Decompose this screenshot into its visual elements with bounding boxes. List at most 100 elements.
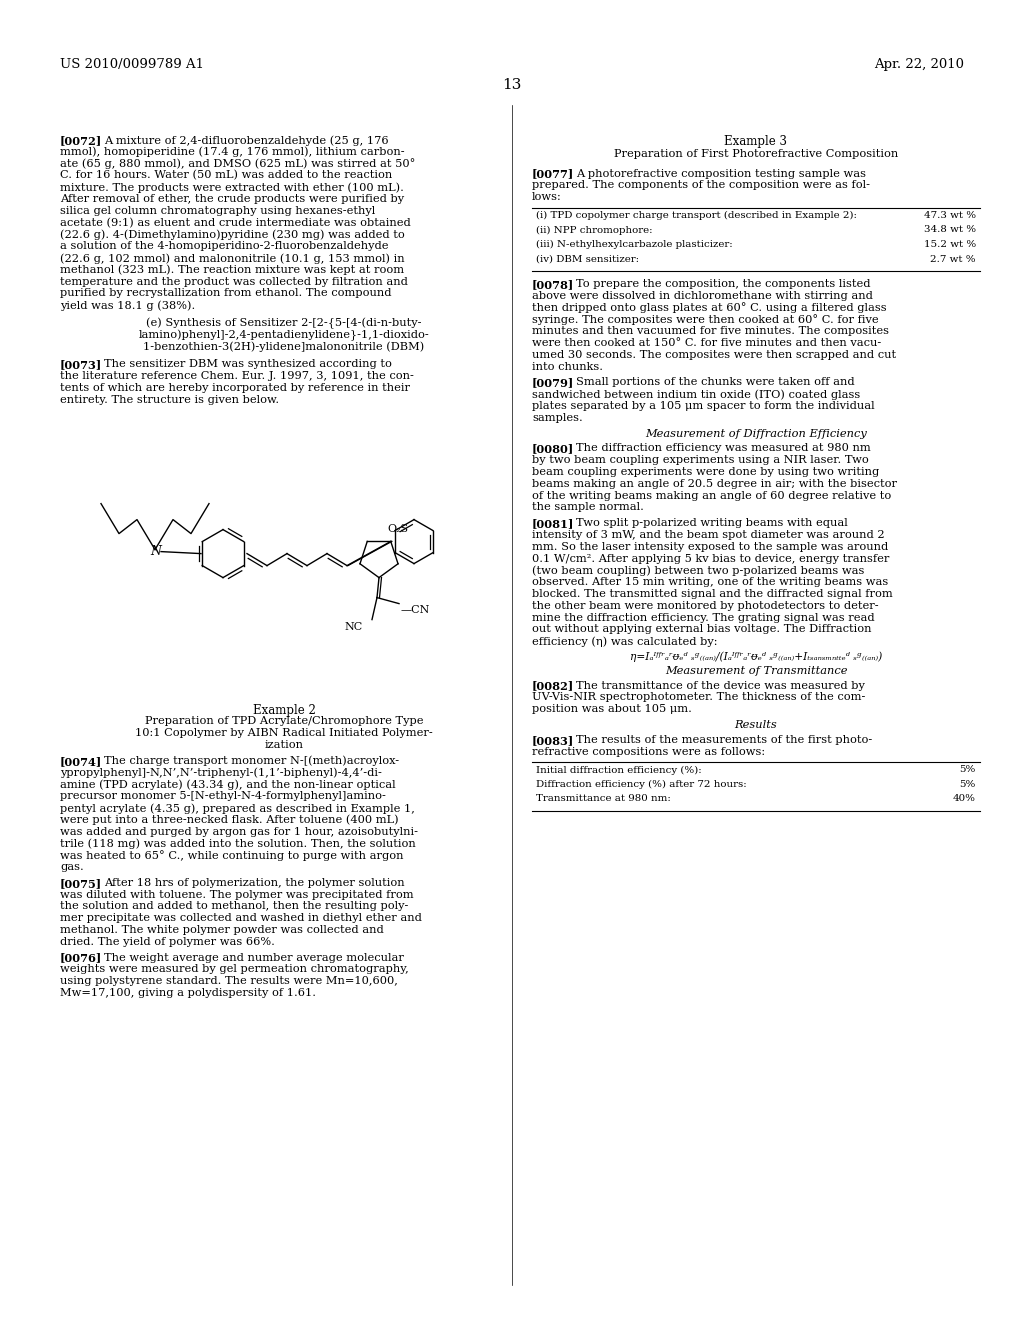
Text: [0075]: [0075] — [60, 878, 102, 888]
Text: 47.3 wt %: 47.3 wt % — [924, 211, 976, 220]
Text: Diffraction efficiency (%) after 72 hours:: Diffraction efficiency (%) after 72 hour… — [536, 780, 746, 789]
Text: [0082]: [0082] — [532, 681, 574, 692]
Text: [0073]: [0073] — [60, 359, 102, 371]
Text: [0078]: [0078] — [532, 279, 574, 290]
Text: [0083]: [0083] — [532, 735, 574, 746]
Text: O₂S: O₂S — [387, 524, 409, 533]
Text: C. for 16 hours. Water (50 mL) was added to the reaction: C. for 16 hours. Water (50 mL) was added… — [60, 170, 392, 181]
Text: Measurement of Transmittance: Measurement of Transmittance — [665, 665, 847, 676]
Text: A photorefractive composition testing sample was: A photorefractive composition testing sa… — [575, 169, 866, 178]
Text: yield was 18.1 g (38%).: yield was 18.1 g (38%). — [60, 300, 196, 310]
Text: the solution and added to methanol, then the resulting poly-: the solution and added to methanol, then… — [60, 902, 409, 911]
Text: mmol), homopiperidine (17.4 g, 176 mmol), lithium carbon-: mmol), homopiperidine (17.4 g, 176 mmol)… — [60, 147, 404, 157]
Text: 10:1 Copolymer by AIBN Radical Initiated Polymer-: 10:1 Copolymer by AIBN Radical Initiated… — [135, 729, 433, 738]
Text: Transmittance at 980 nm:: Transmittance at 980 nm: — [536, 795, 671, 804]
Text: sandwiched between indium tin oxide (ITO) coated glass: sandwiched between indium tin oxide (ITO… — [532, 389, 860, 400]
Text: the sample normal.: the sample normal. — [532, 503, 644, 512]
Text: tents of which are hereby incorporated by reference in their: tents of which are hereby incorporated b… — [60, 383, 410, 393]
Text: The charge transport monomer N-[(meth)acroylox-: The charge transport monomer N-[(meth)ac… — [104, 756, 399, 767]
Text: The weight average and number average molecular: The weight average and number average mo… — [104, 953, 403, 962]
Text: After removal of ether, the crude products were purified by: After removal of ether, the crude produc… — [60, 194, 404, 205]
Text: beams making an angle of 20.5 degree in air; with the bisector: beams making an angle of 20.5 degree in … — [532, 479, 897, 488]
Text: observed. After 15 min writing, one of the writing beams was: observed. After 15 min writing, one of t… — [532, 577, 888, 587]
Text: methanol (323 mL). The reaction mixture was kept at room: methanol (323 mL). The reaction mixture … — [60, 265, 404, 276]
Text: [0074]: [0074] — [60, 756, 102, 767]
Text: Mw=17,100, giving a polydispersity of 1.61.: Mw=17,100, giving a polydispersity of 1.… — [60, 987, 316, 998]
Text: Preparation of First Photorefractive Composition: Preparation of First Photorefractive Com… — [613, 149, 898, 158]
Text: entirety. The structure is given below.: entirety. The structure is given below. — [60, 395, 280, 405]
Text: Measurement of Diffraction Efficiency: Measurement of Diffraction Efficiency — [645, 429, 867, 438]
Text: 40%: 40% — [953, 795, 976, 804]
Text: above were dissolved in dichloromethane with stirring and: above were dissolved in dichloromethane … — [532, 290, 872, 301]
Text: (two beam coupling) between two p-polarized beams was: (two beam coupling) between two p-polari… — [532, 565, 864, 576]
Text: Preparation of TPD Acrylate/Chromophore Type: Preparation of TPD Acrylate/Chromophore … — [144, 717, 423, 726]
Text: UV-Vis-NIR spectrophotometer. The thickness of the com-: UV-Vis-NIR spectrophotometer. The thickn… — [532, 693, 865, 702]
Text: ization: ization — [264, 741, 303, 750]
Text: 5%: 5% — [959, 766, 976, 775]
Text: Example 2: Example 2 — [253, 704, 315, 717]
Text: 13: 13 — [503, 78, 521, 92]
Text: umed 30 seconds. The composites were then scrapped and cut: umed 30 seconds. The composites were the… — [532, 350, 896, 360]
Text: was added and purged by argon gas for 1 hour, azoisobutylni-: was added and purged by argon gas for 1 … — [60, 826, 418, 837]
Text: The results of the measurements of the first photo-: The results of the measurements of the f… — [575, 735, 872, 744]
Text: Two split p-polarized writing beams with equal: Two split p-polarized writing beams with… — [575, 519, 848, 528]
Text: purified by recrystallization from ethanol. The compound: purified by recrystallization from ethan… — [60, 288, 391, 298]
Text: 2.7 wt %: 2.7 wt % — [931, 255, 976, 264]
Text: (iv) DBM sensitizer:: (iv) DBM sensitizer: — [536, 255, 639, 264]
Text: minutes and then vacuumed for five minutes. The composites: minutes and then vacuumed for five minut… — [532, 326, 889, 337]
Text: acetate (9:1) as eluent and crude intermediate was obtained: acetate (9:1) as eluent and crude interm… — [60, 218, 411, 228]
Text: (i) TPD copolymer charge transport (described in Example 2):: (i) TPD copolymer charge transport (desc… — [536, 211, 857, 220]
Text: [0079]: [0079] — [532, 378, 574, 388]
Text: gas.: gas. — [60, 862, 84, 873]
Text: US 2010/0099789 A1: US 2010/0099789 A1 — [60, 58, 204, 71]
Text: The sensitizer DBM was synthesized according to: The sensitizer DBM was synthesized accor… — [104, 359, 392, 370]
Text: into chunks.: into chunks. — [532, 362, 603, 372]
Text: To prepare the composition, the components listed: To prepare the composition, the componen… — [575, 279, 870, 289]
Text: dried. The yield of polymer was 66%.: dried. The yield of polymer was 66%. — [60, 937, 274, 946]
Text: mer precipitate was collected and washed in diethyl ether and: mer precipitate was collected and washed… — [60, 913, 422, 923]
Text: syringe. The composites were then cooked at 60° C. for five: syringe. The composites were then cooked… — [532, 314, 879, 325]
Text: 15.2 wt %: 15.2 wt % — [924, 240, 976, 249]
Text: mixture. The products were extracted with ether (100 mL).: mixture. The products were extracted wit… — [60, 182, 403, 193]
Text: The diffraction efficiency was measured at 980 nm: The diffraction efficiency was measured … — [575, 444, 870, 453]
Text: η=Iₐᴵᶠᶠʳₐʳᵿₑᵈ ₛᶢ₍₍ₐₙ₎/(Iₐᴵᶠᶠʳₐʳᵿₑᵈ ₛᶢ₍₍ₐₙ₎+Iₜₛₐₙₛₘₙₜₜₑᵈ ₛᶢ₍₍ₐₙ₎): η=Iₐᴵᶠᶠʳₐʳᵿₑᵈ ₛᶢ₍₍ₐₙ₎/(Iₐᴵᶠᶠʳₐʳᵿₑᵈ ₛᶢ₍₍ₐ… — [630, 651, 882, 661]
Text: pentyl acrylate (4.35 g), prepared as described in Example 1,: pentyl acrylate (4.35 g), prepared as de… — [60, 803, 415, 813]
Text: (ii) NPP chromophore:: (ii) NPP chromophore: — [536, 226, 652, 235]
Text: then dripped onto glass plates at 60° C. using a filtered glass: then dripped onto glass plates at 60° C.… — [532, 302, 887, 313]
Text: 0.1 W/cm². After applying 5 kv bias to device, energy transfer: 0.1 W/cm². After applying 5 kv bias to d… — [532, 553, 890, 564]
Text: [0080]: [0080] — [532, 444, 574, 454]
Text: —CN: —CN — [401, 605, 430, 615]
Text: ate (65 g, 880 mmol), and DMSO (625 mL) was stirred at 50°: ate (65 g, 880 mmol), and DMSO (625 mL) … — [60, 158, 416, 169]
Text: A mixture of 2,4-difluorobenzaldehyde (25 g, 176: A mixture of 2,4-difluorobenzaldehyde (2… — [104, 135, 389, 145]
Text: was diluted with toluene. The polymer was precipitated from: was diluted with toluene. The polymer wa… — [60, 890, 414, 900]
Text: [0077]: [0077] — [532, 169, 574, 180]
Text: [0076]: [0076] — [60, 953, 102, 964]
Text: mine the diffraction efficiency. The grating signal was read: mine the diffraction efficiency. The gra… — [532, 612, 874, 623]
Text: Initial diffraction efficiency (%):: Initial diffraction efficiency (%): — [536, 766, 701, 775]
Text: samples.: samples. — [532, 413, 583, 422]
Text: the other beam were monitored by photodetectors to deter-: the other beam were monitored by photode… — [532, 601, 879, 611]
Text: N: N — [150, 545, 161, 557]
Text: Results: Results — [734, 719, 777, 730]
Text: NC: NC — [344, 622, 362, 631]
Text: intensity of 3 mW, and the beam spot diameter was around 2: intensity of 3 mW, and the beam spot dia… — [532, 531, 885, 540]
Text: weights were measured by gel permeation chromatography,: weights were measured by gel permeation … — [60, 965, 409, 974]
Text: (22.6 g, 102 mmol) and malononitrile (10.1 g, 153 mmol) in: (22.6 g, 102 mmol) and malononitrile (10… — [60, 253, 404, 264]
Text: (e) Synthesis of Sensitizer 2-[2-{5-[4-(di-n-buty-: (e) Synthesis of Sensitizer 2-[2-{5-[4-(… — [146, 318, 422, 330]
Text: 34.8 wt %: 34.8 wt % — [924, 226, 976, 235]
Text: was heated to 65° C., while continuing to purge with argon: was heated to 65° C., while continuing t… — [60, 850, 403, 861]
Text: precursor monomer 5-[N-ethyl-N-4-formylphenyl]amino-: precursor monomer 5-[N-ethyl-N-4-formylp… — [60, 791, 386, 801]
Text: were then cooked at 150° C. for five minutes and then vacu-: were then cooked at 150° C. for five min… — [532, 338, 882, 348]
Text: silica gel column chromatography using hexanes-ethyl: silica gel column chromatography using h… — [60, 206, 375, 215]
Text: beam coupling experiments were done by using two writing: beam coupling experiments were done by u… — [532, 467, 880, 477]
Text: plates separated by a 105 μm spacer to form the individual: plates separated by a 105 μm spacer to f… — [532, 401, 874, 411]
Text: refractive compositions were as follows:: refractive compositions were as follows: — [532, 747, 765, 756]
Text: Example 3: Example 3 — [725, 135, 787, 148]
Text: lamino)phenyl]-2,4-pentadienylidene}-1,1-dioxido-: lamino)phenyl]-2,4-pentadienylidene}-1,1… — [138, 330, 429, 341]
Text: prepared. The components of the composition were as fol-: prepared. The components of the composit… — [532, 181, 870, 190]
Text: (iii) N-ethylhexylcarbazole plasticizer:: (iii) N-ethylhexylcarbazole plasticizer: — [536, 240, 733, 249]
Text: Small portions of the chunks were taken off and: Small portions of the chunks were taken … — [575, 378, 855, 387]
Text: position was about 105 μm.: position was about 105 μm. — [532, 704, 692, 714]
Text: by two beam coupling experiments using a NIR laser. Two: by two beam coupling experiments using a… — [532, 455, 868, 465]
Text: were put into a three-necked flask. After toluene (400 mL): were put into a three-necked flask. Afte… — [60, 814, 398, 825]
